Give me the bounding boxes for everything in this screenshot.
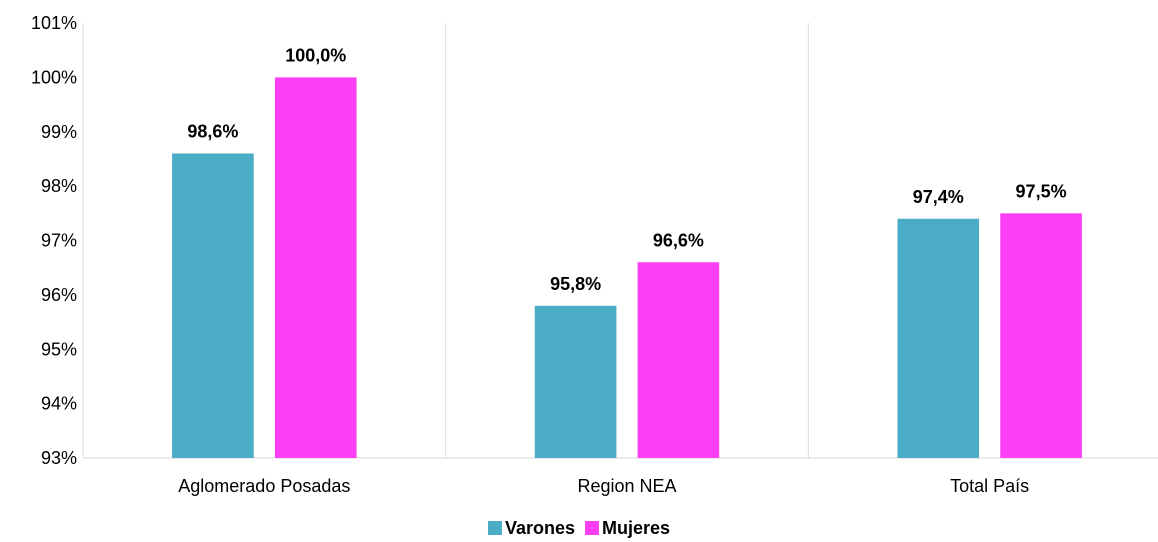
y-tick-label: 97% <box>41 231 77 251</box>
bar-mujeres-2 <box>1000 213 1082 458</box>
legend-swatch-varones <box>487 521 502 535</box>
bar-varones-0 <box>172 153 254 458</box>
y-tick-label: 101% <box>31 13 77 33</box>
y-tick-label: 93% <box>41 448 77 468</box>
legend: Varones Mujeres <box>487 518 670 538</box>
data-label: 97,5% <box>1016 181 1067 201</box>
y-tick-label: 99% <box>41 122 77 142</box>
y-tick-label: 94% <box>41 394 77 414</box>
y-tick-label: 100% <box>31 67 77 87</box>
category-label: Total País <box>950 476 1029 496</box>
bars: 98,6% 100,0% 95,8% 96,6% 97,4% 97,5% <box>172 45 1082 458</box>
bar-varones-1 <box>534 305 617 458</box>
y-tick-label: 98% <box>41 176 77 196</box>
data-label: 97,4% <box>913 187 964 207</box>
category-label: Aglomerado Posadas <box>178 476 350 496</box>
legend-label: Varones <box>505 518 575 538</box>
legend-swatch-mujeres <box>585 521 600 535</box>
bar-varones-2 <box>897 218 980 458</box>
data-label: 95,8% <box>550 274 601 294</box>
bar-mujeres-0 <box>274 77 357 458</box>
category-label: Region NEA <box>577 476 676 496</box>
data-label: 98,6% <box>187 122 238 142</box>
data-label: 96,6% <box>653 230 704 250</box>
axes: 93% 94% 95% 96% 97% 98% 99% 100% 101% Aglomerado … <box>31 13 1158 496</box>
data-label: 100,0% <box>285 45 346 65</box>
legend-label: Mujeres <box>602 518 670 538</box>
y-tick-label: 95% <box>41 339 77 359</box>
y-tick-label: 96% <box>41 285 77 305</box>
bar-mujeres-1 <box>637 262 720 458</box>
